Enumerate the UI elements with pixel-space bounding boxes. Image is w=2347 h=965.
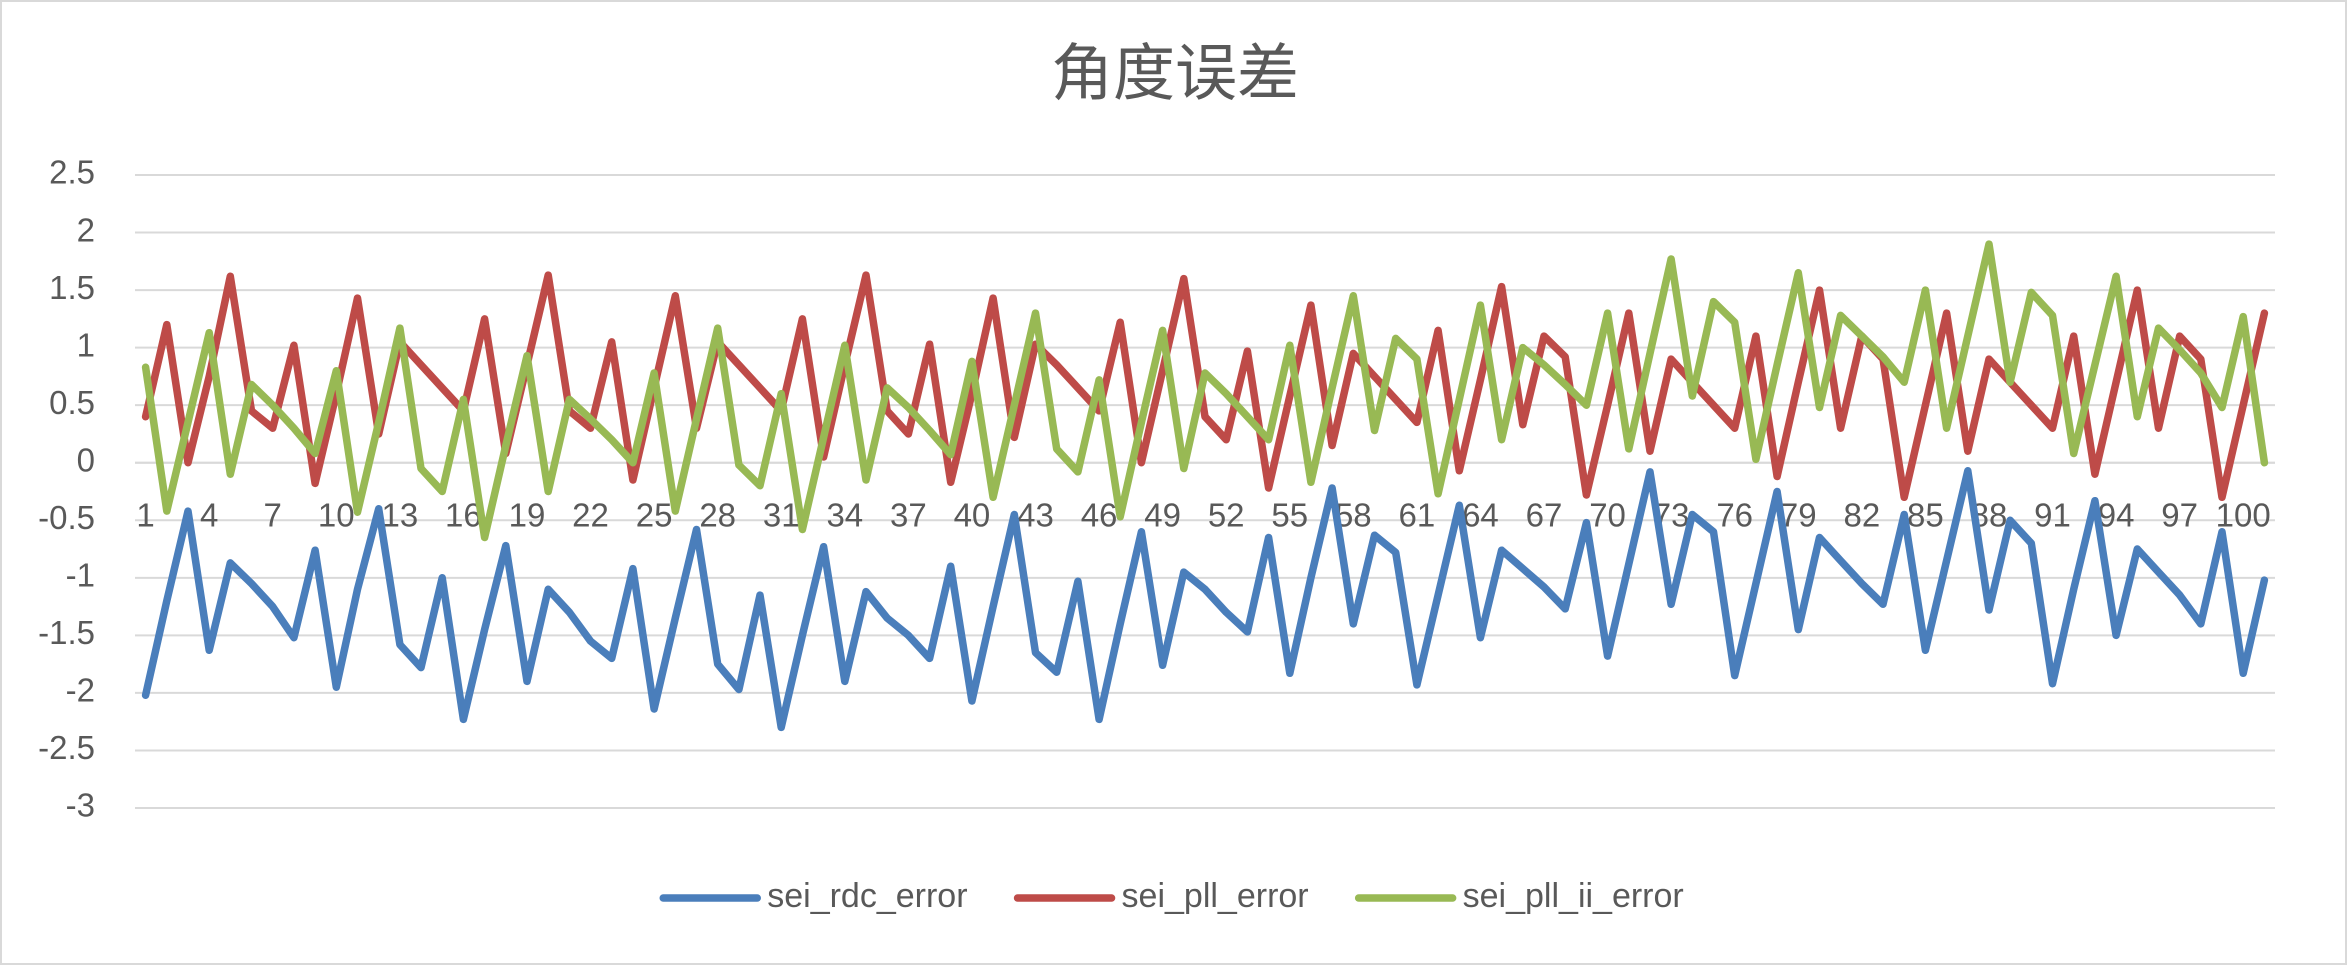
y-tick-label: 0.5 xyxy=(49,384,95,421)
data-line xyxy=(141,240,2269,542)
x-tick-label: 67 xyxy=(1526,496,1563,533)
x-tick-label: 7 xyxy=(264,496,282,533)
x-tick-label: 37 xyxy=(890,496,927,533)
y-tick-label: 2.5 xyxy=(49,154,95,191)
x-tick-label: 52 xyxy=(1208,496,1245,533)
chart-title: 角度误差 xyxy=(1051,39,1299,108)
x-tick-label: 28 xyxy=(699,496,736,533)
y-tick-label: 1 xyxy=(77,326,95,363)
x-tick-label: 97 xyxy=(2161,496,2198,533)
x-tick-label: 94 xyxy=(2098,496,2135,533)
x-tick-label: 46 xyxy=(1081,496,1118,533)
x-tick-label: 1 xyxy=(136,496,154,533)
data-line xyxy=(141,271,2269,502)
x-tick-label: 40 xyxy=(954,496,991,533)
y-tick-label: -1 xyxy=(66,557,95,594)
x-tick-label: 70 xyxy=(1589,496,1626,533)
x-tick-label: 61 xyxy=(1399,496,1436,533)
y-tick-label: -3 xyxy=(66,787,95,824)
x-tick-label: 34 xyxy=(826,496,863,533)
x-tick-label: 76 xyxy=(1716,496,1753,533)
legend-label: sei_pll_error xyxy=(1122,877,1309,915)
x-tick-label: 82 xyxy=(1843,496,1880,533)
x-tick-label: 31 xyxy=(763,496,800,533)
y-tick-label: -2.5 xyxy=(38,729,95,766)
x-tick-label: 25 xyxy=(636,496,673,533)
legend: sei_rdc_error sei_pll_error sei_pll_ii_err… xyxy=(659,877,1684,915)
x-tick-label: 4 xyxy=(200,496,218,533)
data-line xyxy=(141,467,2269,732)
x-tick-label: 43 xyxy=(1017,496,1054,533)
x-tick-label: 100 xyxy=(2216,496,2271,533)
legend-label: sei_rdc_error xyxy=(767,877,967,915)
x-tick-label: 64 xyxy=(1462,496,1499,533)
y-tick-label: -0.5 xyxy=(38,499,95,536)
legend-label: sei_pll_ii_error xyxy=(1463,877,1684,915)
x-tick-label: 10 xyxy=(318,496,355,533)
x-tick-label: 91 xyxy=(2034,496,2071,533)
x-tick-label: 19 xyxy=(509,496,546,533)
y-tick-label: -2 xyxy=(66,672,95,709)
y-tick-label: 1.5 xyxy=(49,269,95,306)
y-tick-label: 0 xyxy=(77,441,95,478)
y-tick-label: 2 xyxy=(77,211,95,248)
x-tick-label: 55 xyxy=(1271,496,1308,533)
x-tick-label: 13 xyxy=(381,496,418,533)
x-tick-label: 85 xyxy=(1907,496,1944,533)
x-tick-label: 49 xyxy=(1144,496,1181,533)
y-tick-label: -1.5 xyxy=(38,614,95,651)
x-tick-label: 22 xyxy=(572,496,609,533)
